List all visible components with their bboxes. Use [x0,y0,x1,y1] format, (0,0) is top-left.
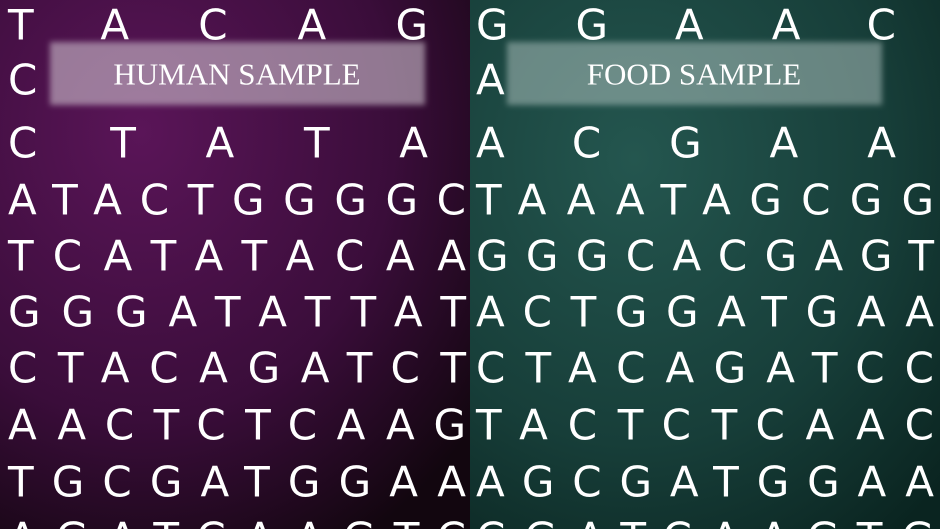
dna-row: A [476,56,505,105]
panel-label: HUMAN SAMPLE [113,57,360,92]
dna-row: TAAATAGCGG [475,176,934,225]
label-box [507,42,882,105]
dna-row: C [8,56,37,105]
dna-row: GGGATATTAT [8,288,466,337]
label-box [50,42,425,105]
panel-label: FOOD SAMPLE [587,57,801,92]
